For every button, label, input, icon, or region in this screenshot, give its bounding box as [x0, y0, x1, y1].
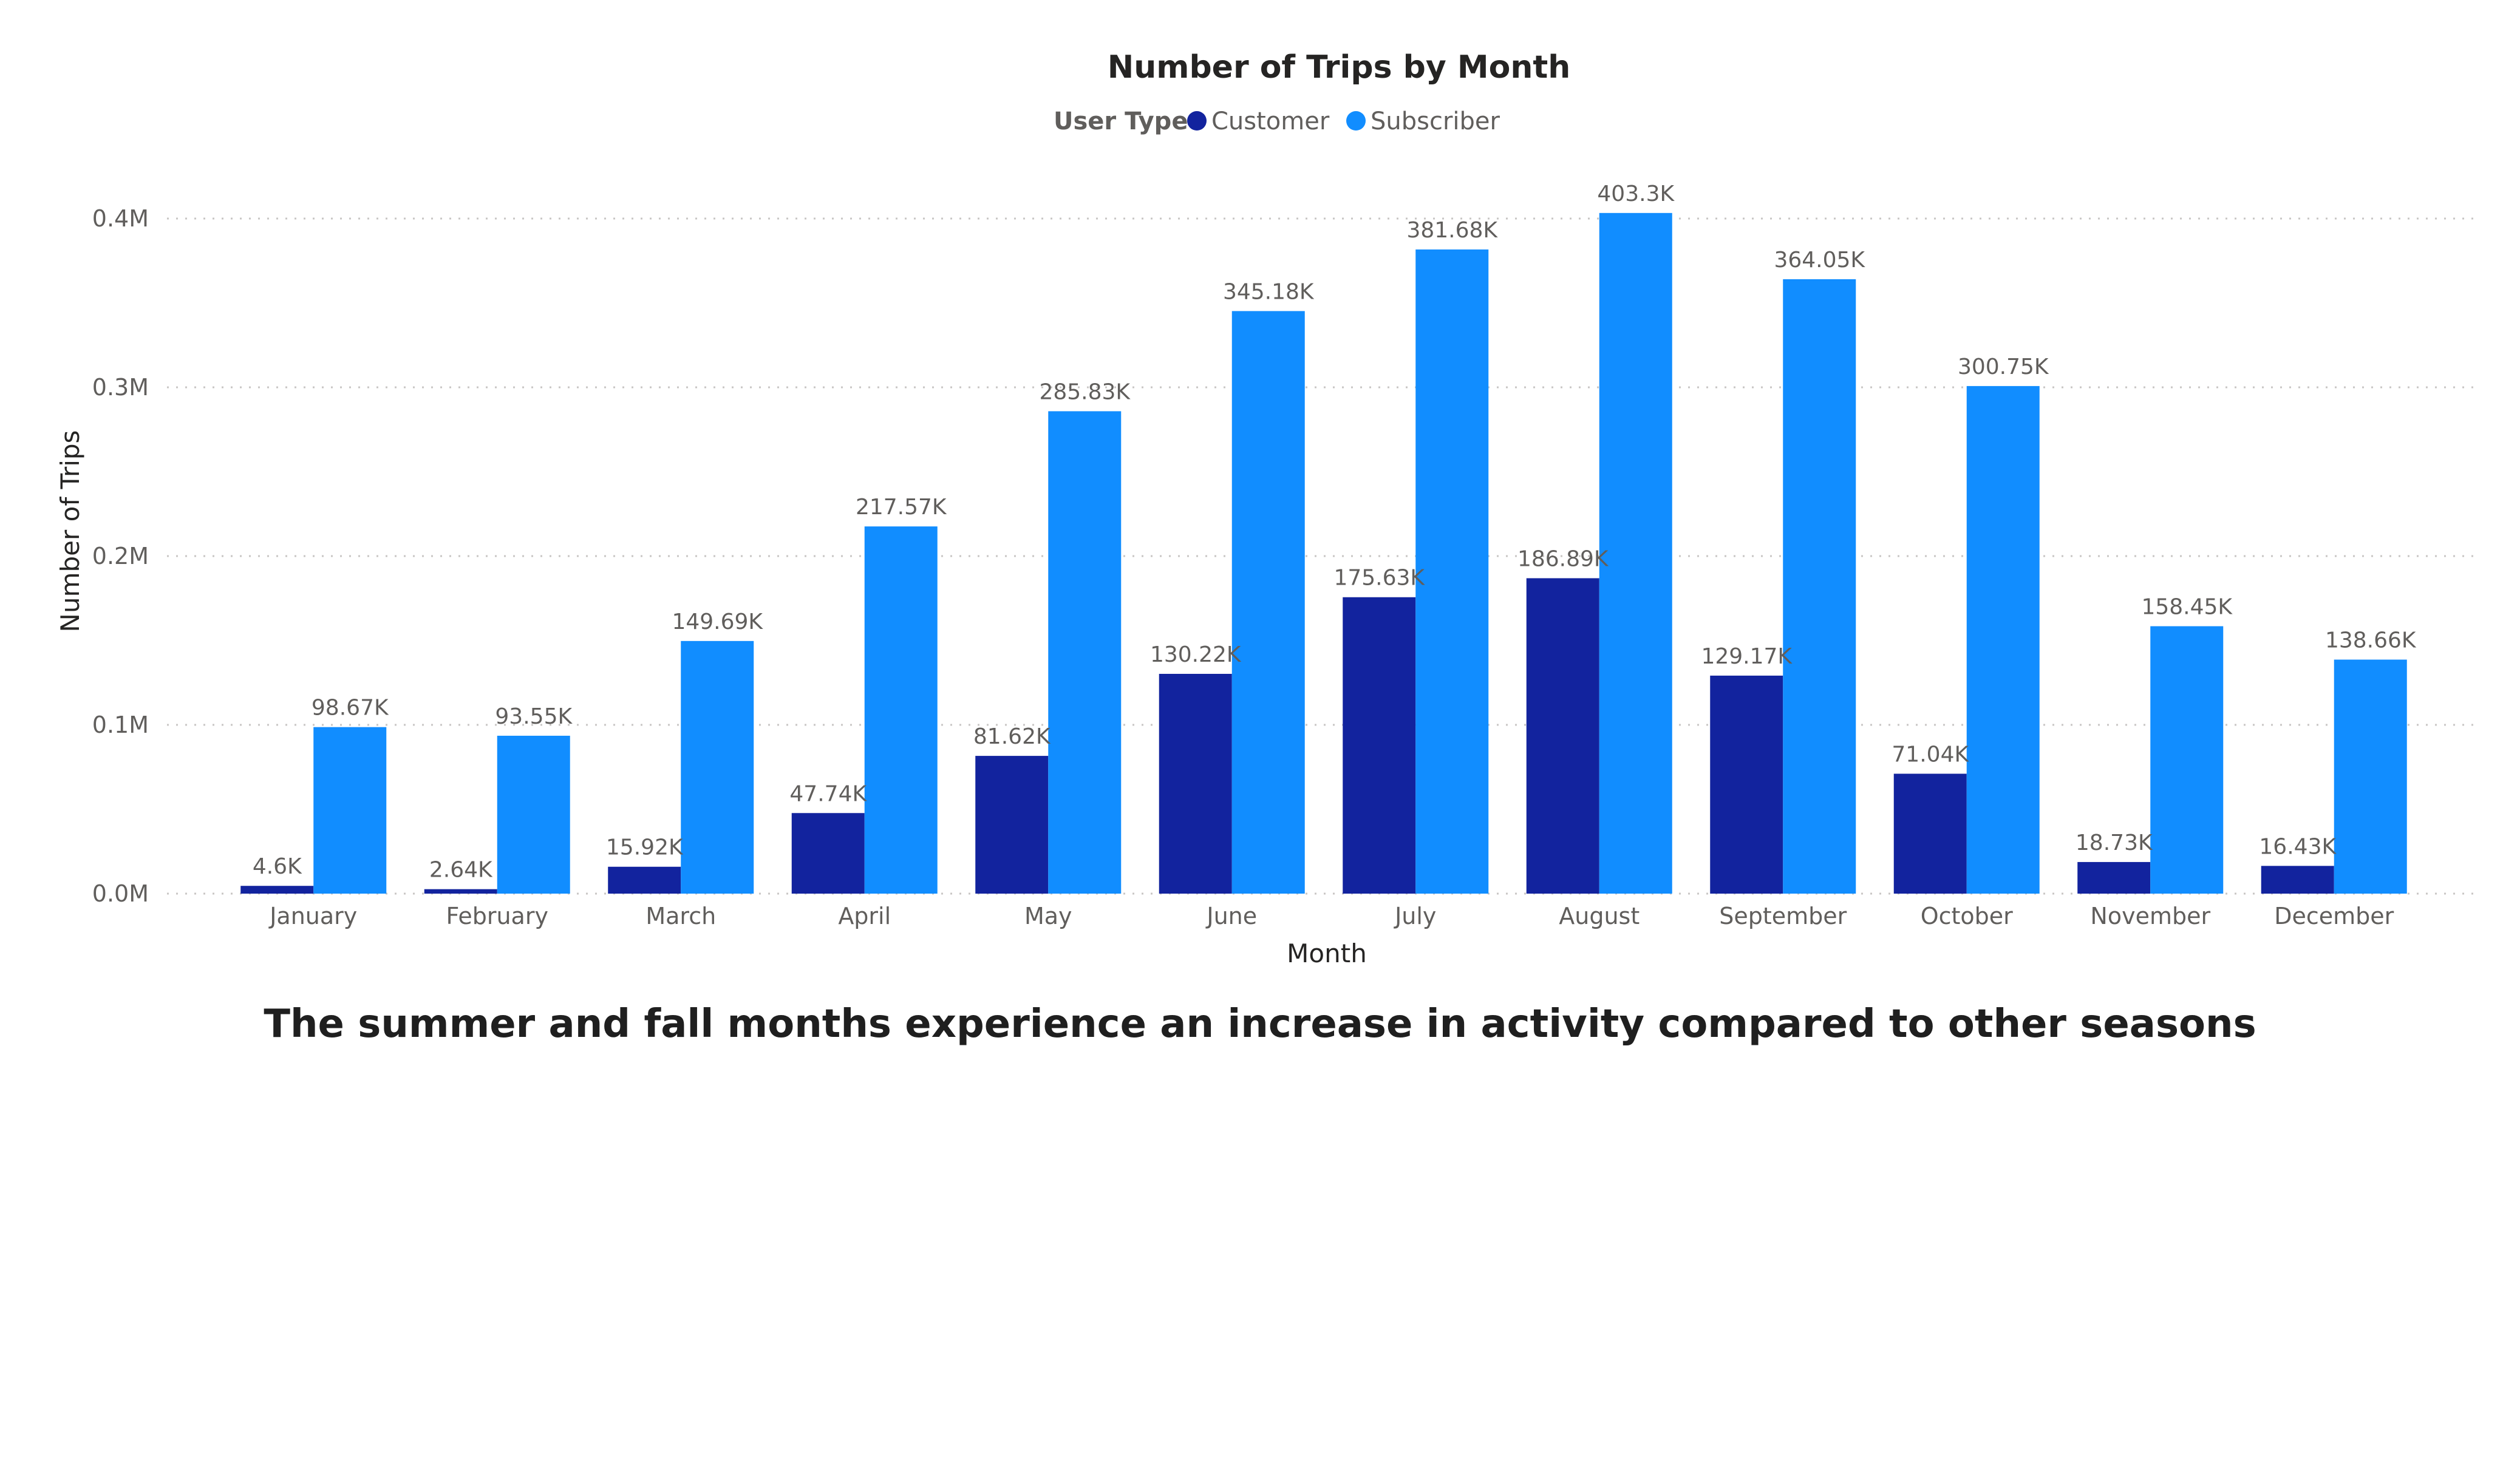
data-label-subscriber-march: 149.69K [672, 610, 763, 634]
y-axis: 0.0M 0.1M 0.2M 0.3M 0.4M [92, 205, 149, 907]
x-tick-label: February [446, 903, 548, 929]
bars [240, 212, 2407, 894]
bar-subscriber-june[interactable] [1231, 311, 1305, 894]
bar-customer-may[interactable] [975, 756, 1049, 894]
legend-marker-subscriber [1346, 111, 1366, 131]
bar-subscriber-august[interactable] [1599, 212, 1672, 894]
x-tick-label: August [1559, 903, 1640, 929]
data-label-customer-march: 15.92K [606, 835, 684, 860]
x-tick-label: September [1719, 903, 1847, 929]
legend-title: User Type [1054, 107, 1188, 135]
bar-customer-september[interactable] [1710, 675, 1783, 894]
bar-subscriber-march[interactable] [681, 640, 754, 894]
data-label-customer-october: 71.04K [1892, 742, 1969, 767]
y-axis-title: Number of Trips [55, 430, 85, 633]
x-tick-label: December [2274, 903, 2394, 929]
data-label-customer-january: 4.6K [253, 854, 302, 879]
data-label-customer-november: 18.73K [2076, 830, 2153, 855]
data-label-subscriber-december: 138.66K [2325, 628, 2417, 653]
data-label-customer-june: 130.22K [1150, 642, 1242, 667]
bar-subscriber-september[interactable] [1783, 279, 1856, 894]
bar-customer-august[interactable] [1526, 578, 1599, 894]
data-label-subscriber-january: 98.67K [312, 696, 389, 721]
y-tick-label: 0.2M [92, 543, 149, 569]
bar-customer-october[interactable] [1893, 773, 1967, 894]
trips-by-month-chart: Number of Trips by Month User Type Custom… [55, 49, 2481, 968]
bar-subscriber-april[interactable] [864, 526, 938, 894]
x-tick-label: May [1024, 903, 1072, 929]
data-label-subscriber-november: 158.45K [2141, 595, 2233, 620]
data-label-subscriber-august: 403.3K [1597, 182, 1675, 206]
bar-customer-november[interactable] [2077, 861, 2151, 894]
gridlines [167, 217, 2481, 895]
x-tick-label: November [2090, 903, 2210, 929]
legend-label-customer: Customer [1211, 107, 1330, 135]
data-label-customer-september: 129.17K [1701, 644, 1793, 669]
bar-customer-april[interactable] [791, 813, 865, 894]
data-label-customer-august: 186.89K [1517, 546, 1609, 571]
data-label-customer-december: 16.43K [2259, 834, 2337, 859]
bar-subscriber-february[interactable] [497, 735, 570, 894]
bar-customer-june[interactable] [1159, 673, 1232, 894]
x-tick-label: June [1205, 903, 1257, 929]
bar-subscriber-july[interactable] [1415, 249, 1489, 894]
data-label-customer-february: 2.64K [429, 858, 493, 883]
x-tick-label: March [645, 903, 716, 929]
x-tick-label: July [1394, 903, 1436, 929]
data-label-subscriber-july: 381.68K [1406, 218, 1498, 243]
data-label-subscriber-april: 217.57K [856, 495, 947, 520]
bar-customer-february[interactable] [424, 889, 497, 894]
bar-customer-march[interactable] [608, 866, 681, 894]
y-tick-label: 0.0M [92, 880, 149, 907]
data-label-customer-may: 81.62K [973, 724, 1051, 749]
y-tick-label: 0.1M [92, 712, 149, 738]
x-axis: January February March April May June July Augu… [268, 903, 2394, 929]
bar-subscriber-october[interactable] [1966, 385, 2040, 894]
data-label-customer-april: 47.74K [789, 781, 867, 806]
bar-customer-december[interactable] [2261, 866, 2334, 894]
bar-customer-july[interactable] [1343, 597, 1416, 894]
chart-caption: The summer and fall months experience an… [264, 1002, 2256, 1047]
x-tick-label: October [1921, 903, 2013, 929]
data-label-customer-july: 175.63K [1333, 566, 1425, 591]
bar-subscriber-december[interactable] [2334, 659, 2407, 894]
data-label-subscriber-february: 93.55K [495, 704, 573, 729]
y-tick-label: 0.3M [92, 374, 149, 401]
data-labels: 4.6K 98.67K 2.64K 93.55K 15.92K 149.69K 47.74K… [253, 182, 2417, 883]
bar-subscriber-november[interactable] [2150, 626, 2224, 894]
data-label-subscriber-september: 364.05K [1774, 248, 1865, 273]
bar-customer-january[interactable] [240, 886, 314, 894]
bar-subscriber-january[interactable] [313, 727, 387, 894]
legend-label-subscriber: Subscriber [1371, 107, 1500, 135]
bar-subscriber-may[interactable] [1048, 411, 1122, 894]
legend: User Type Customer Subscriber [1054, 107, 1500, 135]
x-tick-label: April [838, 903, 891, 929]
legend-marker-customer [1187, 111, 1207, 131]
x-axis-title: Month [1287, 939, 1367, 968]
x-tick-label: January [268, 903, 357, 929]
chart-title: Number of Trips by Month [1108, 49, 1571, 86]
data-label-subscriber-june: 345.18K [1223, 279, 1315, 304]
data-label-subscriber-october: 300.75K [1958, 355, 2049, 379]
y-tick-label: 0.4M [92, 205, 149, 232]
data-label-subscriber-may: 285.83K [1039, 379, 1131, 404]
